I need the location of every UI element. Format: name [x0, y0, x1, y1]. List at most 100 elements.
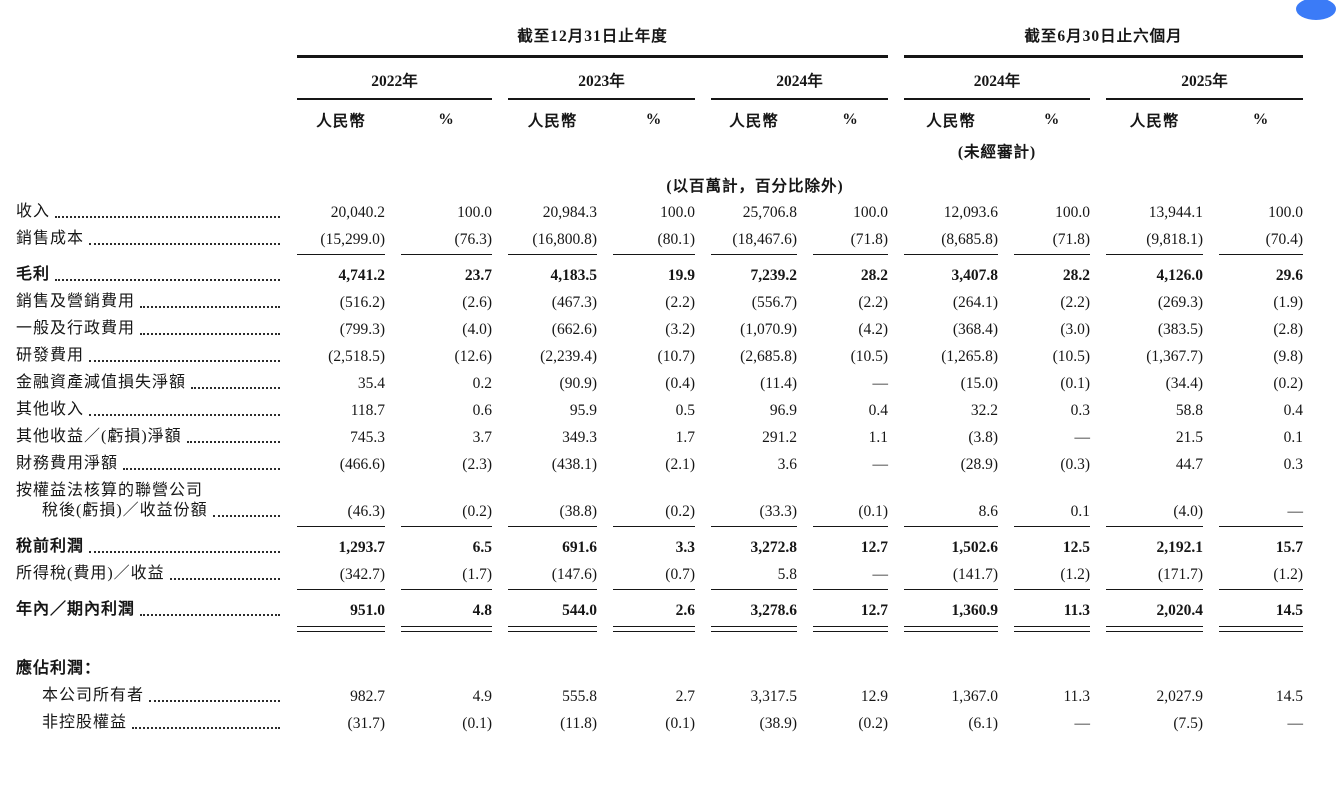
row-label: 其他收入	[16, 396, 281, 423]
pct-column-header: %	[1043, 111, 1061, 128]
value-cell: (0.4)	[665, 374, 695, 392]
value-cell: (9,818.1)	[1146, 230, 1204, 248]
row-label-text: 銷售及營銷費用	[16, 292, 136, 310]
single-rule-row	[16, 524, 1304, 533]
value-cell: (1.2)	[1060, 565, 1091, 583]
row-label: 一般及行政費用	[16, 315, 281, 342]
value-cell: 100.0	[457, 203, 492, 221]
single-rule-row	[16, 252, 1304, 261]
value-cell: 5.8	[777, 565, 797, 583]
dot-leader	[212, 514, 280, 517]
value-cell: —	[1287, 714, 1304, 732]
row-label-text: 財務費用淨額	[16, 454, 119, 472]
single-rule	[711, 589, 797, 596]
unaudited-note-row: (未經審計)	[16, 133, 1303, 164]
single-rule	[1106, 254, 1204, 261]
single-rule	[711, 254, 797, 261]
value-cell: —	[1074, 428, 1091, 446]
row-label: 應佔利潤：	[16, 655, 281, 682]
value-cell: (71.8)	[850, 230, 889, 248]
value-cell: (2.1)	[665, 455, 695, 473]
value-cell	[401, 655, 492, 682]
value-cell: 1,360.9	[951, 601, 999, 619]
value-cell: 13,944.1	[1148, 203, 1204, 221]
value-cell: (2,518.5)	[328, 347, 385, 365]
pct-column-header: %	[438, 111, 455, 128]
value-cell: 14.5	[1275, 601, 1304, 619]
value-cell: 1.7	[675, 428, 695, 446]
value-cell: (147.6)	[551, 565, 597, 583]
single-rule	[813, 254, 889, 261]
single-rule	[401, 254, 492, 261]
double-rule	[613, 626, 695, 632]
value-cell: (18,467.6)	[732, 230, 797, 248]
rmb-column-header: 人民幣	[527, 113, 578, 130]
value-cell: 35.4	[357, 374, 385, 392]
row-label-text: 研發費用	[16, 346, 85, 364]
row-label-text: 所得稅(費用)／收益	[16, 564, 165, 582]
double-rule	[904, 626, 999, 632]
value-cell: (1.7)	[462, 565, 492, 583]
single-rule	[401, 589, 492, 596]
value-cell	[904, 655, 998, 682]
financial-summary-table: 截至12月31日止年度 截至6月30日止六個月 2022年 2023年 2024…	[0, 12, 1319, 736]
value-cell: 118.7	[350, 401, 385, 419]
value-cell: 3.6	[777, 455, 797, 473]
value-cell: 6.5	[472, 538, 492, 556]
value-cell: (4.0)	[462, 320, 492, 338]
value-cell: (0.3)	[1060, 455, 1091, 473]
value-cell: 8.6	[978, 502, 999, 520]
single-rule-row	[16, 587, 1304, 596]
value-cell: 745.3	[350, 428, 385, 446]
row-label: 所得稅(費用)／收益	[16, 560, 281, 587]
value-cell	[297, 655, 385, 682]
row-label: 銷售成本	[16, 225, 281, 252]
value-cell: 12.5	[1062, 538, 1091, 556]
value-cell: 2,027.9	[1156, 687, 1204, 705]
table-row: 年內／期內利潤 951.0 4.8 544.0 2.6 3,278.6 12.7 1,360.…	[16, 596, 1303, 623]
value-cell: —	[872, 374, 889, 392]
pct-column-header: %	[645, 111, 663, 128]
value-cell: (342.7)	[339, 565, 385, 583]
single-rule	[1014, 526, 1091, 533]
double-rule	[297, 626, 385, 632]
value-cell: 14.5	[1275, 687, 1304, 705]
dot-leader	[186, 440, 280, 443]
value-cell: (10.5)	[1052, 347, 1091, 365]
value-cell: 982.7	[350, 687, 385, 705]
pct-column-header: %	[1252, 111, 1270, 128]
value-cell: 96.9	[769, 401, 797, 419]
value-cell: (467.3)	[551, 293, 597, 311]
value-cell: 23.7	[464, 266, 492, 284]
double-rule	[401, 626, 492, 632]
interim-group-header: 截至6月30日止六個月	[904, 12, 1304, 58]
value-cell: 25,706.8	[742, 203, 797, 221]
value-cell: 4,741.2	[338, 266, 386, 284]
value-cell: (0.2)	[665, 502, 695, 520]
row-label-text: 銷售成本	[16, 229, 85, 247]
column-header-row: 人民幣 % 人民幣 % 人民幣 % 人民幣 % 人民幣 %	[16, 100, 1303, 133]
row-label: 按權益法核算的聯營公司 稅後(虧損)／收益份額	[16, 477, 281, 524]
year-header-2024: 2024年	[711, 58, 889, 100]
single-rule	[904, 589, 999, 596]
value-cell: 0.5	[675, 401, 695, 419]
value-cell: 0.6	[472, 401, 492, 419]
value-cell: 100.0	[660, 203, 695, 221]
value-cell: 544.0	[562, 601, 597, 619]
table-row: 按權益法核算的聯營公司 稅後(虧損)／收益份額 (46.3) (0.2) (38.8) (…	[16, 477, 1303, 524]
single-rule	[508, 526, 597, 533]
value-cell: (0.1)	[1060, 374, 1091, 392]
value-cell: (2.3)	[462, 455, 492, 473]
value-cell	[813, 655, 888, 682]
value-cell	[1219, 655, 1303, 682]
value-cell: (76.3)	[454, 230, 492, 248]
value-cell: 951.0	[350, 601, 385, 619]
table-row: 毛利 4,741.2 23.7 4,183.5 19.9 7,239.2 28.2 3,407…	[16, 261, 1303, 288]
value-cell: 100.0	[1055, 203, 1091, 221]
value-cell	[613, 655, 695, 682]
value-cell: (2.2)	[858, 293, 889, 311]
table-row: 非控股權益 (31.7) (0.1) (11.8) (0.1) (38.9) (0.2) (6…	[16, 709, 1303, 736]
value-cell: 1,367.0	[951, 687, 999, 705]
double-rule	[508, 626, 597, 632]
double-rule-row	[16, 623, 1304, 639]
